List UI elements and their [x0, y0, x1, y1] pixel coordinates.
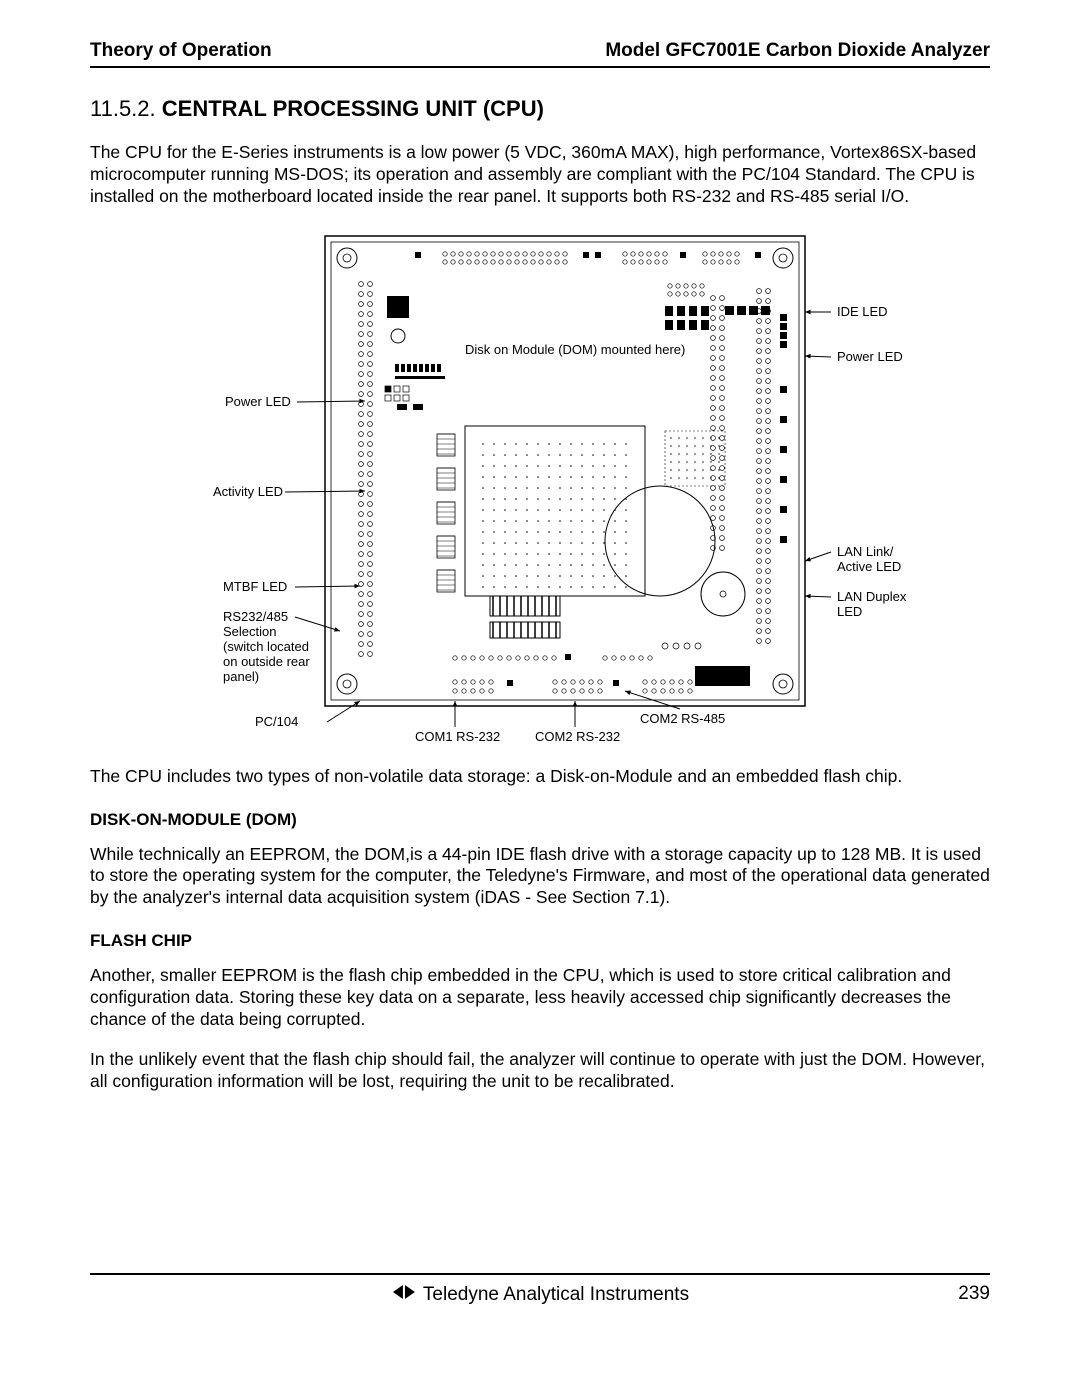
flash-heading: FLASH CHIP [90, 931, 990, 951]
after-figure-paragraph: The CPU includes two types of non-volati… [90, 766, 990, 788]
svg-text:IDE LED: IDE LED [837, 304, 888, 319]
section-title: CENTRAL PROCESSING UNIT (CPU) [162, 96, 544, 121]
flash-p1: Another, smaller EEPROM is the flash chi… [90, 965, 990, 1031]
svg-text:Selection: Selection [223, 624, 276, 639]
page-number: 239 [958, 1283, 990, 1305]
svg-text:LAN Link/: LAN Link/ [837, 544, 894, 559]
page-header: Theory of Operation Model GFC7001E Carbo… [90, 40, 990, 68]
footer-brand-text: Teledyne Analytical Instruments [423, 1284, 689, 1306]
svg-text:PC/104: PC/104 [255, 714, 298, 729]
cpu-board-diagram: Disk on Module (DOM) mounted here) Power … [90, 226, 990, 746]
svg-text:on outside rear: on outside rear [223, 654, 310, 669]
page-footer: Teledyne Analytical Instruments 239 [90, 1273, 990, 1311]
dom-heading: DISK-ON-MODULE (DOM) [90, 810, 990, 830]
svg-text:Power LED: Power LED [837, 349, 903, 364]
intro-paragraph: The CPU for the E-Series instruments is … [90, 142, 990, 208]
dom-body: While technically an EEPROM, the DOM,is … [90, 844, 990, 910]
section-number: 11.5.2. [90, 96, 156, 121]
teledyne-logo-icon [391, 1283, 417, 1307]
svg-text:MTBF LED: MTBF LED [223, 579, 287, 594]
svg-text:panel): panel) [223, 669, 259, 684]
section-heading: 11.5.2. CENTRAL PROCESSING UNIT (CPU) [90, 96, 990, 122]
svg-text:Power LED: Power LED [225, 394, 291, 409]
svg-text:COM2 RS-485: COM2 RS-485 [640, 711, 725, 726]
svg-text:Active LED: Active LED [837, 559, 901, 574]
footer-brand-wrap: Teledyne Analytical Instruments [391, 1283, 689, 1307]
svg-text:LED: LED [837, 604, 862, 619]
svg-text:(switch located: (switch located [223, 639, 309, 654]
cpu-board-svg: Disk on Module (DOM) mounted here) Power … [165, 226, 915, 746]
svg-text:Disk on Module (DOM) mounted h: Disk on Module (DOM) mounted here) [465, 342, 685, 357]
header-right: Model GFC7001E Carbon Dioxide Analyzer [605, 40, 990, 62]
svg-text:COM1 RS-232: COM1 RS-232 [415, 729, 500, 744]
svg-text:RS232/485: RS232/485 [223, 609, 288, 624]
svg-text:LAN Duplex: LAN Duplex [837, 589, 907, 604]
svg-text:COM2 RS-232: COM2 RS-232 [535, 729, 620, 744]
flash-p2: In the unlikely event that the flash chi… [90, 1049, 990, 1093]
svg-text:Activity LED: Activity LED [213, 484, 283, 499]
header-left: Theory of Operation [90, 40, 272, 62]
